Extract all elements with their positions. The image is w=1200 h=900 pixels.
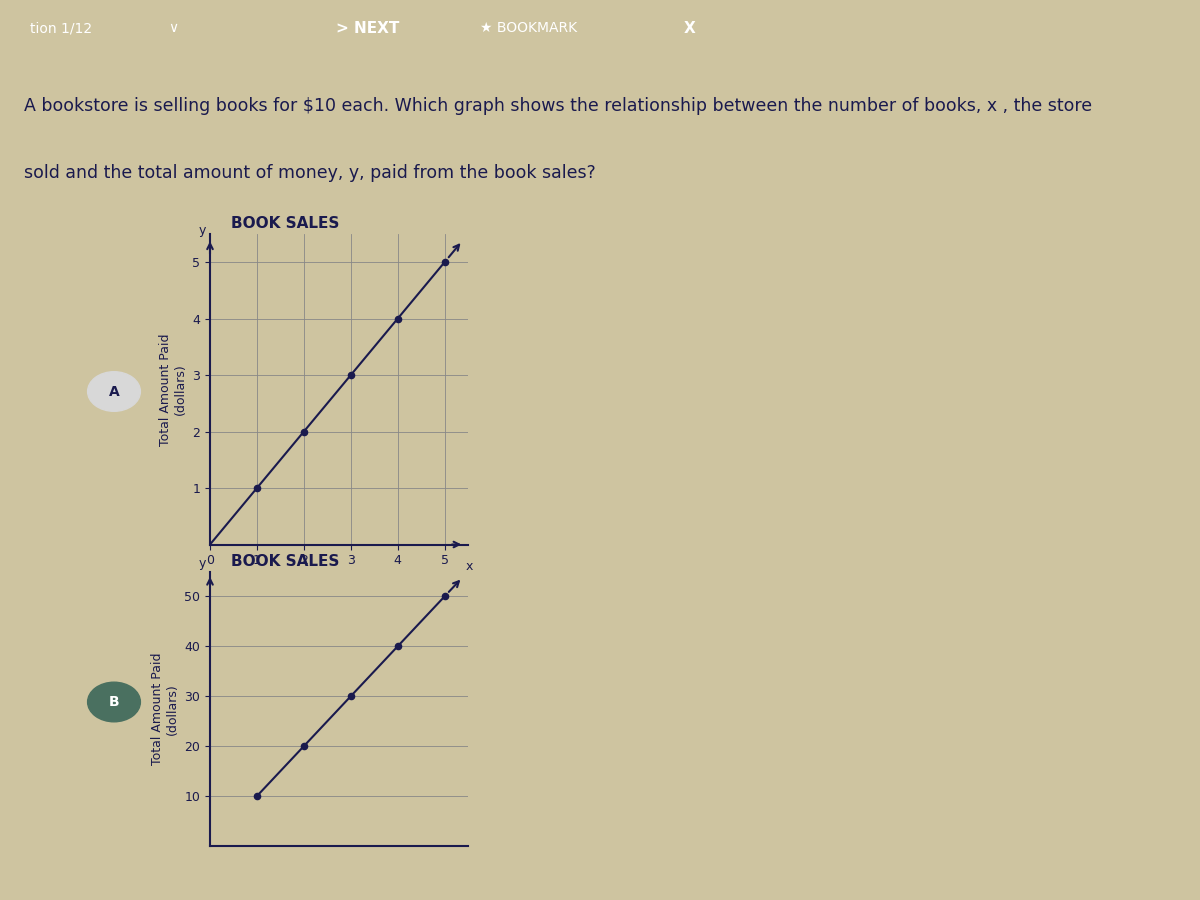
- Text: x: x: [466, 560, 473, 573]
- Text: A: A: [109, 384, 119, 399]
- Point: [247, 481, 266, 495]
- X-axis label: Number of Books
Sold: Number of Books Sold: [286, 576, 392, 604]
- Text: B: B: [109, 695, 119, 709]
- Text: BOOK SALES: BOOK SALES: [230, 216, 340, 231]
- Point: [341, 368, 360, 382]
- Y-axis label: Total Amount Paid
(dollars): Total Amount Paid (dollars): [151, 652, 179, 765]
- Y-axis label: Total Amount Paid
(dollars): Total Amount Paid (dollars): [158, 333, 187, 446]
- Point: [341, 689, 360, 704]
- Text: y: y: [198, 556, 205, 570]
- Text: ∨: ∨: [168, 22, 178, 35]
- Text: X: X: [684, 21, 696, 36]
- Text: y: y: [198, 224, 205, 237]
- Text: > NEXT: > NEXT: [336, 21, 400, 36]
- Point: [388, 639, 407, 653]
- Text: A bookstore is selling books for $10 each. Which graph shows the relationship be: A bookstore is selling books for $10 eac…: [24, 97, 1092, 114]
- Point: [294, 425, 313, 439]
- Text: tion 1/12: tion 1/12: [30, 22, 92, 35]
- Text: BOOK SALES: BOOK SALES: [230, 554, 340, 569]
- Point: [247, 789, 266, 804]
- Point: [388, 311, 407, 326]
- Point: [294, 739, 313, 753]
- Text: ★ BOOKMARK: ★ BOOKMARK: [480, 22, 577, 35]
- Point: [434, 590, 454, 604]
- Point: [434, 255, 454, 269]
- Text: sold and the total amount of money, y, paid from the book sales?: sold and the total amount of money, y, p…: [24, 164, 595, 182]
